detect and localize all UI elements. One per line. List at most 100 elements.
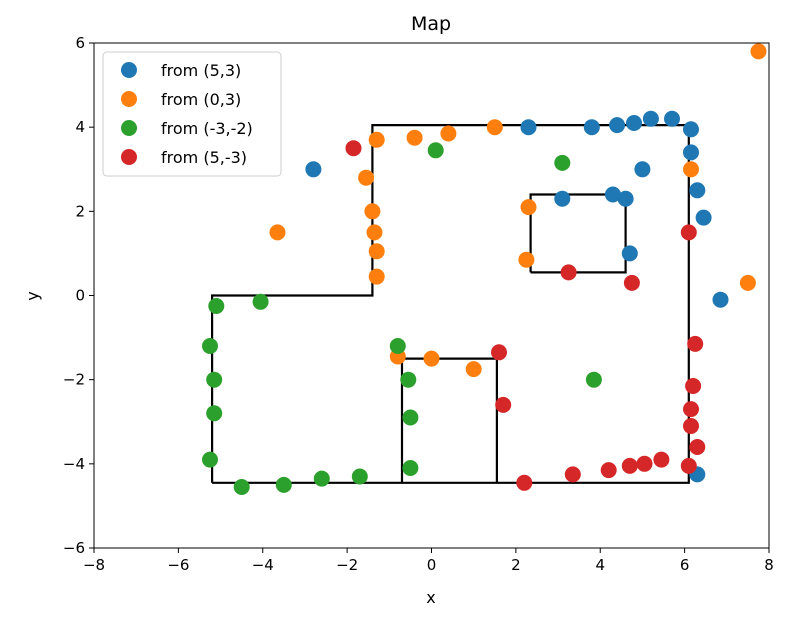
scatter-point: [389, 338, 406, 354]
scatter-point: [585, 371, 602, 388]
scatter-point: [683, 418, 699, 434]
scatter-point: [617, 190, 634, 207]
scatter-point: [680, 224, 697, 241]
scatter-point: [423, 350, 440, 367]
scatter-point: [604, 186, 621, 203]
legend-marker: [121, 120, 137, 136]
x-tick-label: 0: [427, 556, 437, 574]
scatter-point: [634, 161, 651, 178]
series-group-2: [269, 43, 767, 378]
scatter-point: [368, 243, 385, 260]
y-tick-label: 6: [75, 34, 85, 52]
scatter-point: [313, 470, 330, 487]
chart-title: Map: [411, 13, 451, 35]
scatter-point: [402, 409, 419, 426]
scatter-point: [636, 455, 653, 472]
y-tick-label: −2: [63, 371, 85, 389]
scatter-point: [664, 110, 680, 127]
y-tick-label: 4: [75, 118, 85, 136]
wall-line-1: [211, 123, 690, 484]
scatter-point: [465, 361, 482, 378]
scatter-point: [345, 140, 362, 157]
scatter-point: [440, 125, 457, 142]
scatter-point: [520, 119, 537, 136]
scatter-point: [687, 335, 704, 352]
scatter-point: [623, 274, 640, 291]
scatter-point: [680, 457, 697, 474]
legend-marker: [121, 149, 137, 165]
x-axis-label: x: [426, 588, 435, 607]
scatter-point: [739, 274, 756, 291]
scatter-point: [621, 245, 638, 262]
legend: from (5,3) from (0,3) from (-3,-2) from (5,…: [102, 51, 282, 177]
series-group-1: [305, 110, 729, 483]
scatter-point: [358, 169, 375, 186]
series-group-3: [202, 142, 602, 495]
scatter-point: [609, 117, 626, 134]
scatter-point: [206, 371, 223, 388]
scatter-point: [695, 209, 712, 226]
scatter-point: [368, 131, 385, 148]
axes-frame: [93, 42, 770, 549]
scatter-point: [202, 338, 218, 354]
plot-area: [202, 43, 767, 495]
scatter-point: [653, 451, 670, 468]
y-tick-label: −6: [63, 539, 85, 557]
y-axis-label: y: [23, 291, 42, 300]
scatter-point: [621, 457, 638, 474]
scatter-point: [275, 476, 292, 493]
scatter-point: [351, 468, 368, 485]
wall-line-2: [400, 357, 498, 483]
y-tick-label: 0: [75, 287, 85, 305]
scatter-point: [564, 466, 581, 483]
scatter-point: [583, 119, 600, 136]
scatter-point: [520, 199, 537, 216]
scatter-point: [600, 462, 617, 479]
series-group-4: [345, 140, 706, 491]
scatter-point: [560, 264, 577, 281]
scatter-point: [554, 154, 571, 171]
scatter-point: [750, 43, 767, 60]
scatter-point: [491, 344, 507, 361]
x-tick-label: −4: [252, 556, 274, 574]
scatter-point: [269, 224, 286, 241]
x-tick-label: 6: [680, 556, 690, 574]
scatter-point: [252, 293, 269, 310]
x-tick-label: 8: [764, 556, 774, 574]
x-tick-label: −6: [167, 556, 189, 574]
scatter-point: [683, 144, 699, 161]
x-tick-label: 2: [511, 556, 521, 574]
scatter-point: [518, 251, 535, 268]
scatter-point: [516, 474, 533, 491]
scatter-point: [406, 129, 423, 146]
scatter-point: [683, 161, 699, 178]
legend-marker: [121, 91, 137, 107]
y-tick-label: −4: [63, 455, 85, 473]
scatter-point: [305, 161, 322, 178]
scatter-point: [685, 378, 702, 394]
scatter-point: [368, 268, 385, 285]
scatter-point: [642, 110, 659, 127]
x-tick-label: 4: [595, 556, 605, 574]
scatter-point: [626, 115, 642, 131]
scatter-point: [402, 460, 419, 476]
legend-marker: [121, 62, 137, 78]
legend-label: from (5,-3): [161, 148, 247, 167]
scatter-point: [366, 224, 383, 241]
scatter-point: [427, 142, 444, 159]
scatter-point: [554, 190, 571, 207]
legend-box: [102, 51, 282, 177]
scatter-point: [233, 479, 250, 495]
scatter-point: [683, 401, 699, 418]
scatter-point: [495, 396, 512, 413]
scatter-point: [206, 405, 223, 422]
scatter-point: [208, 298, 225, 314]
legend-label: from (5,3): [161, 61, 241, 80]
x-tick-label: −2: [336, 556, 358, 574]
scatter-point: [689, 182, 706, 199]
scatter-point: [364, 203, 381, 220]
legend-label: from (0,3): [161, 90, 241, 109]
scatter-point: [202, 451, 218, 468]
